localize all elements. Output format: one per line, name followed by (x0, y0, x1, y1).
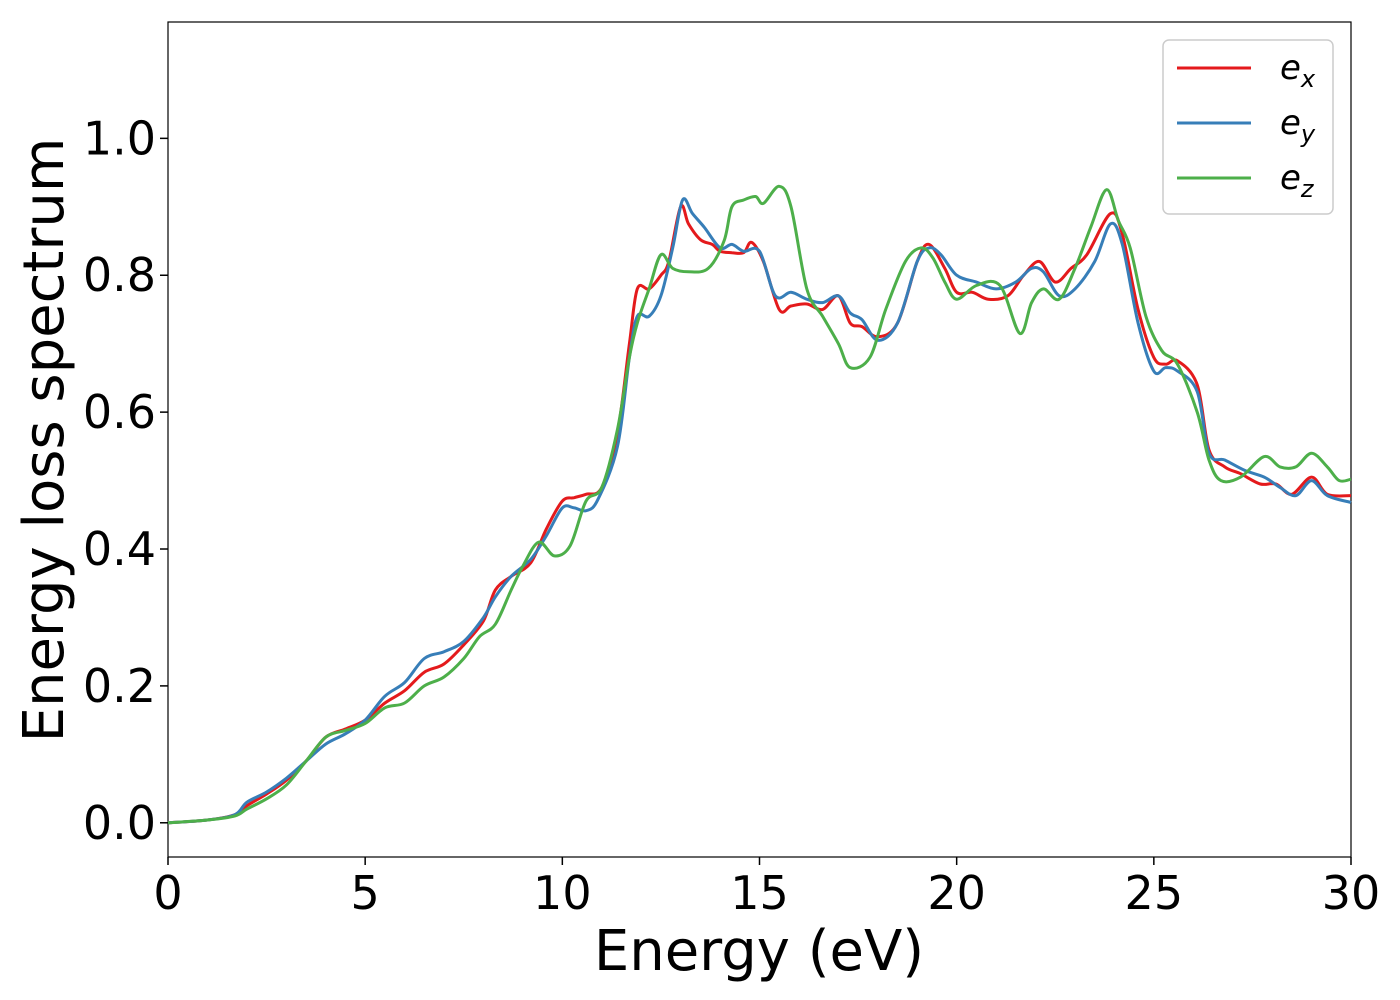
y-axis-title: Energy loss spectrum (12, 138, 77, 743)
x-tick-label: 25 (1125, 866, 1184, 920)
y-tick-label: 0.8 (83, 248, 156, 302)
x-axis-title: Energy (eV) (594, 919, 924, 984)
series-line-e-z (167, 184, 1352, 825)
legend-box (1162, 39, 1334, 215)
x-axis-ticks: 0 5 10 15 20 25 30 (153, 857, 1380, 920)
legend-label-e-x: ex (1280, 48, 1316, 93)
x-tick-label: 20 (927, 866, 986, 920)
series-lines (167, 184, 1352, 825)
x-tick-label: 0 (153, 866, 182, 920)
y-tick-label: 0.0 (83, 796, 156, 850)
y-tick-label: 0.2 (83, 659, 156, 713)
y-tick-label: 1.0 (83, 111, 156, 165)
y-tick-label: 0.6 (83, 385, 156, 439)
y-axis-ticks: 0.0 0.2 0.4 0.6 0.8 1.0 (83, 111, 168, 850)
series-line-e-y (167, 197, 1352, 825)
x-tick-label: 30 (1322, 866, 1381, 920)
legend-label-e-z: ez (1280, 158, 1315, 203)
x-tick-label: 10 (533, 866, 592, 920)
x-tick-label: 5 (351, 866, 380, 920)
legend-label-e-y: ey (1280, 103, 1316, 148)
y-tick-label: 0.4 (83, 522, 156, 576)
x-tick-label: 15 (730, 866, 789, 920)
legend: ex ey ez (1162, 39, 1334, 215)
